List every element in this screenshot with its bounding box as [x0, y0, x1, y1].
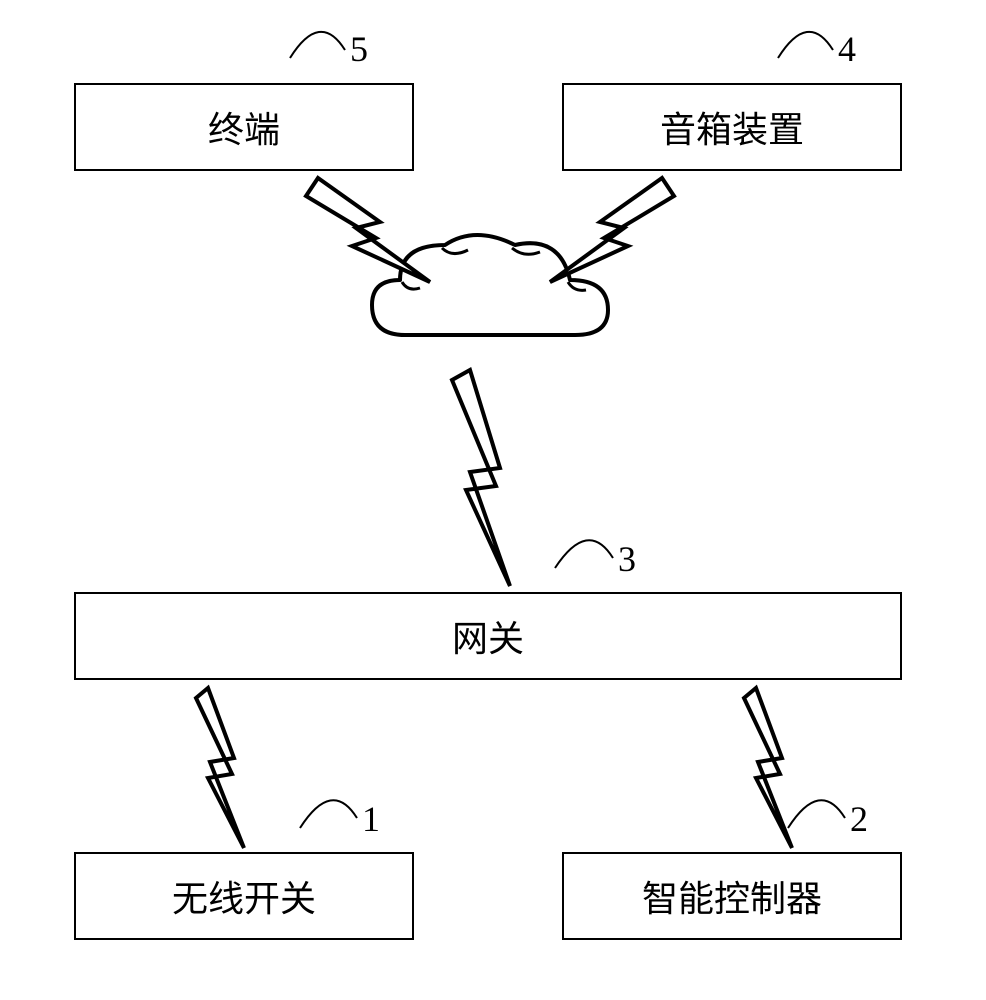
- box-speaker: 音箱装置: [562, 83, 902, 171]
- cloud-icon: [372, 235, 608, 335]
- box-switch-label: 无线开关: [172, 870, 316, 922]
- box-controller: 智能控制器: [562, 852, 902, 940]
- bolt-gateway-switch: [196, 688, 244, 848]
- num-terminal: 5: [350, 28, 368, 70]
- box-terminal: 终端: [74, 83, 414, 171]
- box-terminal-label: 终端: [208, 101, 280, 153]
- box-switch: 无线开关: [74, 852, 414, 940]
- bolt-terminal-cloud: [306, 178, 430, 282]
- bolt-cloud-gateway: [452, 370, 510, 586]
- lightnings: [196, 178, 792, 848]
- bolt-gateway-controller: [744, 688, 792, 848]
- num-gateway: 3: [618, 538, 636, 580]
- box-gateway: 网关: [74, 592, 902, 680]
- num-controller: 2: [850, 798, 868, 840]
- num-speaker: 4: [838, 28, 856, 70]
- bolt-speaker-cloud: [550, 178, 674, 282]
- box-controller-label: 智能控制器: [642, 870, 822, 922]
- num-switch: 1: [362, 798, 380, 840]
- diagram-canvas: 终端 音箱装置 网关 无线开关 智能控制器 5 4 3 1 2: [0, 0, 986, 1000]
- box-speaker-label: 音箱装置: [660, 101, 804, 153]
- box-gateway-label: 网关: [452, 610, 524, 662]
